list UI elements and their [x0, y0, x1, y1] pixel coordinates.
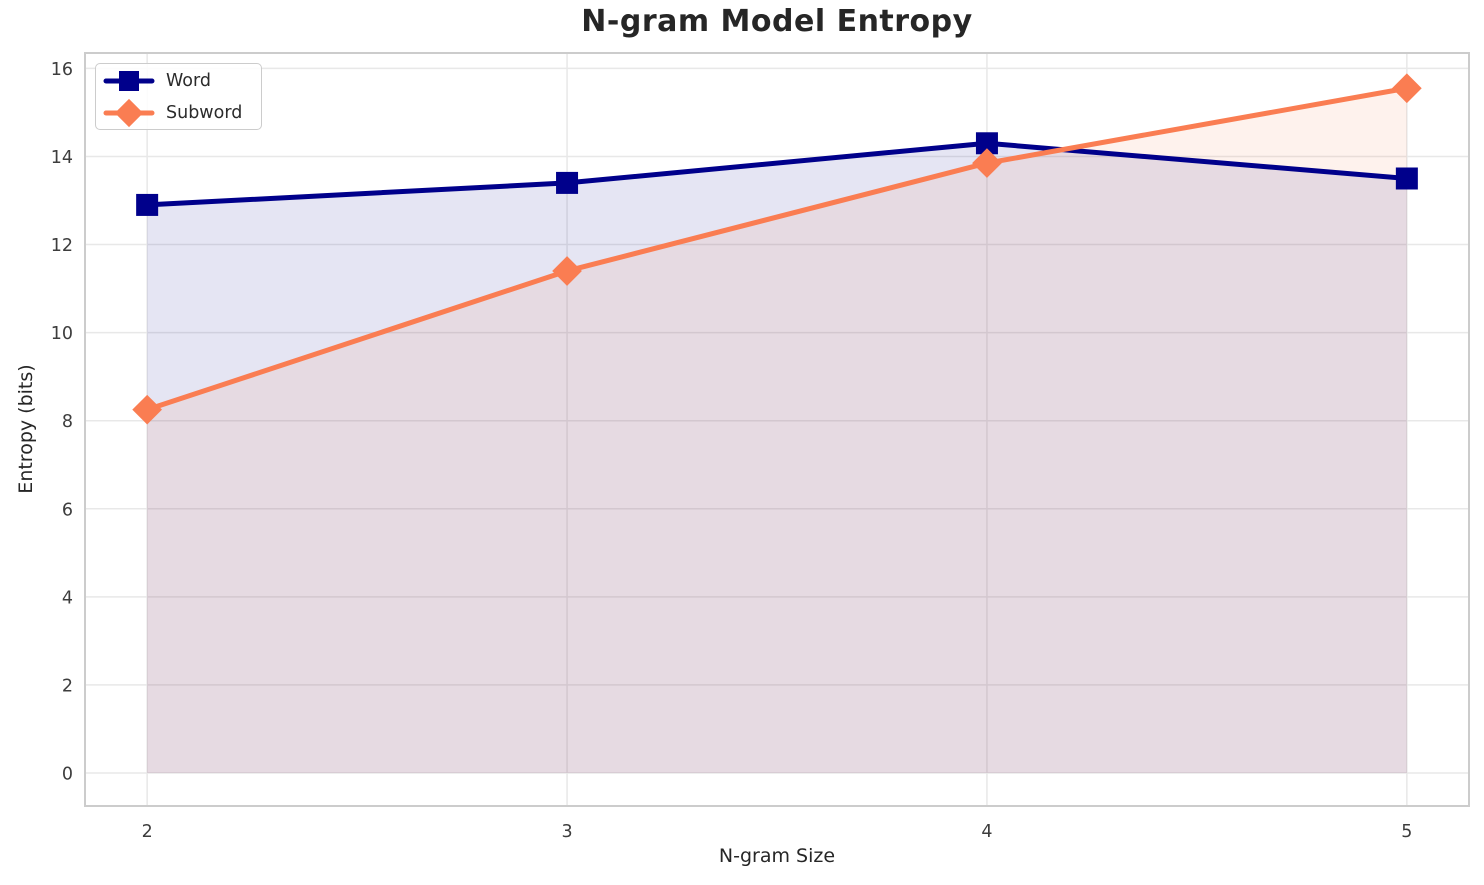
svg-text:16: 16: [51, 60, 73, 80]
y-axis-label: Entropy (bits): [15, 364, 37, 494]
svg-text:6: 6: [62, 500, 73, 520]
legend-item-word: Word: [103, 66, 261, 96]
svg-text:10: 10: [51, 324, 73, 344]
svg-text:8: 8: [62, 412, 73, 432]
subword-diamond-marker-icon: [103, 98, 155, 127]
svg-text:4: 4: [981, 822, 992, 842]
word-square-marker-icon: [103, 70, 155, 91]
svg-text:3: 3: [561, 822, 572, 842]
svg-text:14: 14: [51, 148, 73, 168]
svg-text:0: 0: [62, 764, 73, 784]
x-axis-label: N-gram Size: [718, 845, 836, 867]
legend-label-subword: Subword: [166, 102, 243, 123]
legend-label-word: Word: [166, 70, 211, 91]
legend: Word Subword: [95, 63, 262, 130]
legend-item-subword: Subword: [103, 98, 261, 128]
svg-text:2: 2: [142, 822, 153, 842]
svg-text:4: 4: [62, 588, 73, 608]
chart-title: N-gram Model Entropy: [581, 4, 973, 39]
svg-text:12: 12: [51, 236, 73, 256]
svg-text:2: 2: [62, 676, 73, 696]
svg-text:5: 5: [1401, 822, 1412, 842]
